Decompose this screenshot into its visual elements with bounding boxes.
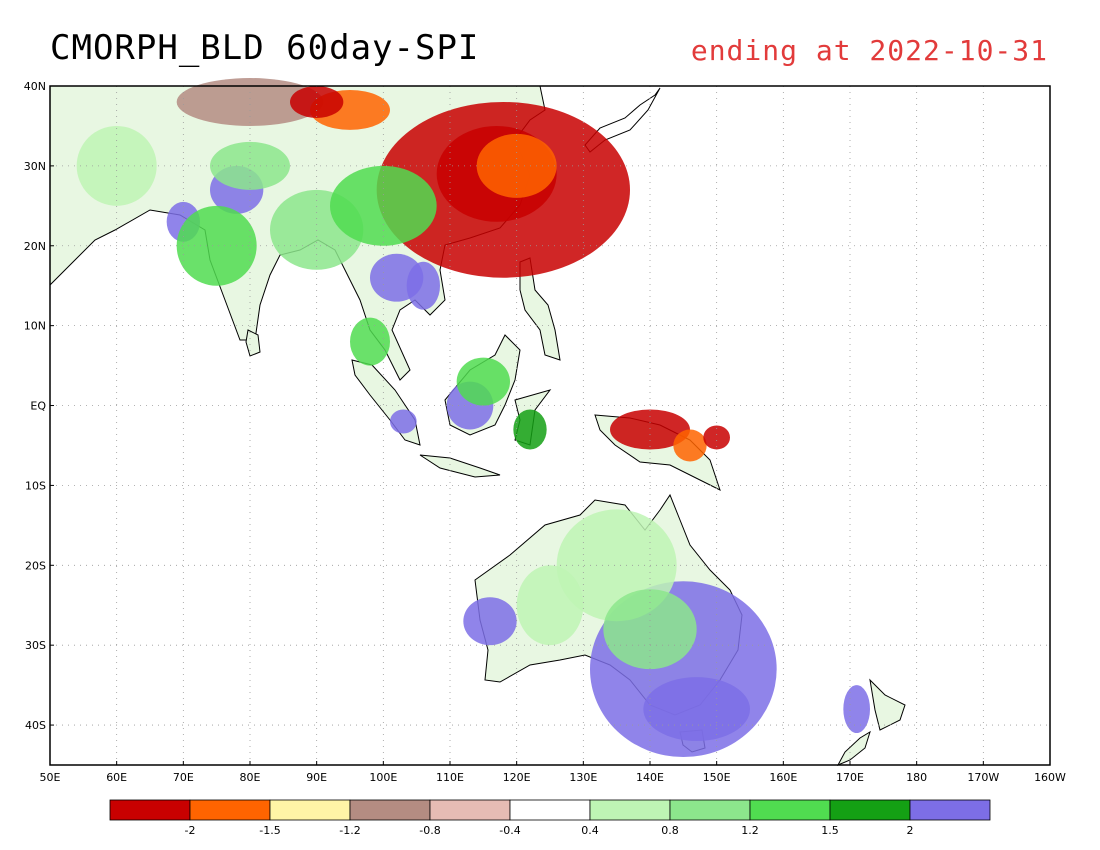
lon-label: 140E [636,771,664,784]
legend-swatch [429,799,511,821]
map-subtitle: ending at 2022-10-31 [690,34,1048,67]
color-legend: -2 -1.5 -1.2 -0.8 -0.4 0.4 0.8 1.2 1.5 2 [109,799,991,837]
lat-label: 20N [24,240,46,253]
java-landmass [419,454,501,478]
lat-label: 40N [24,80,46,93]
lon-label: 100E [369,771,397,784]
lon-label: 120E [503,771,531,784]
legend-swatch [109,799,191,821]
lon-label: 110E [436,771,464,784]
spi-patch [210,141,290,190]
lon-label: 130E [569,771,597,784]
lon-label: 150E [703,771,731,784]
legend-label: -0.8 [419,824,440,837]
lon-label: 170W [967,771,999,784]
spi-patch [843,685,871,734]
spi-patch [673,429,707,462]
spi-patch [516,565,584,646]
legend-label: -1.5 [259,824,280,837]
lon-label: 180 [906,771,927,784]
spi-patch [476,133,557,198]
spi-patch [456,357,511,406]
legend-swatch [189,799,271,821]
lat-label: 10N [24,320,46,333]
legend-swatch [749,799,831,821]
legend-swatch [269,799,351,821]
lon-label: 50E [40,771,61,784]
legend-swatch [589,799,671,821]
spi-patch [330,165,437,246]
new-zealand-south-landmass [836,730,871,767]
spi-patch [350,317,390,366]
lon-label: 80E [240,771,261,784]
lat-label: 10S [25,479,46,492]
legend-label: 1.2 [741,824,759,837]
lon-label: 160W [1034,771,1066,784]
spi-patch [610,409,690,450]
lat-label: 30S [25,639,46,652]
legend-swatch [349,799,431,821]
map-title: CMORPH_BLD 60day-SPI [50,28,480,68]
spi-patch [390,409,417,434]
lon-label: 60E [106,771,127,784]
philippines-landmass [519,257,561,361]
spi-patch [176,205,257,286]
axis-labels: 50E 60E 70E 80E 90E 100E 110E 120E 130E 140E 150E 1… [24,80,1066,784]
lon-label: 160E [769,771,797,784]
legend-label: -1.2 [339,824,360,837]
spi-patch [290,86,344,118]
legend-label: 2 [907,824,914,837]
legend-label: 0.8 [661,824,679,837]
spi-patch [176,78,324,126]
spi-patch [406,261,441,310]
map-frame [49,85,1051,766]
lat-label: EQ [30,400,46,413]
lat-label: 30N [24,160,46,173]
lon-label: 70E [173,771,194,784]
lat-label: 20S [25,559,46,572]
legend-swatch [909,799,991,821]
new-zealand-north-landmass [869,678,906,731]
sri-lanka-landmass [245,329,261,357]
spi-patch [603,589,697,670]
legend-swatch [829,799,911,821]
spi-patch [513,409,547,450]
sumatra-landmass [351,359,421,446]
legend-label: 0.4 [581,824,599,837]
legend-label: 1.5 [821,824,839,837]
legend-label: -0.4 [499,824,520,837]
lat-label: 40S [25,719,46,732]
lon-label: 90E [306,771,327,784]
legend-label: -2 [185,824,196,837]
spi-patch [463,597,517,646]
legend-swatch [509,799,591,821]
lon-label: 170E [836,771,864,784]
spi-patch [643,677,751,742]
legend-swatch [669,799,751,821]
spi-patch [703,425,731,450]
